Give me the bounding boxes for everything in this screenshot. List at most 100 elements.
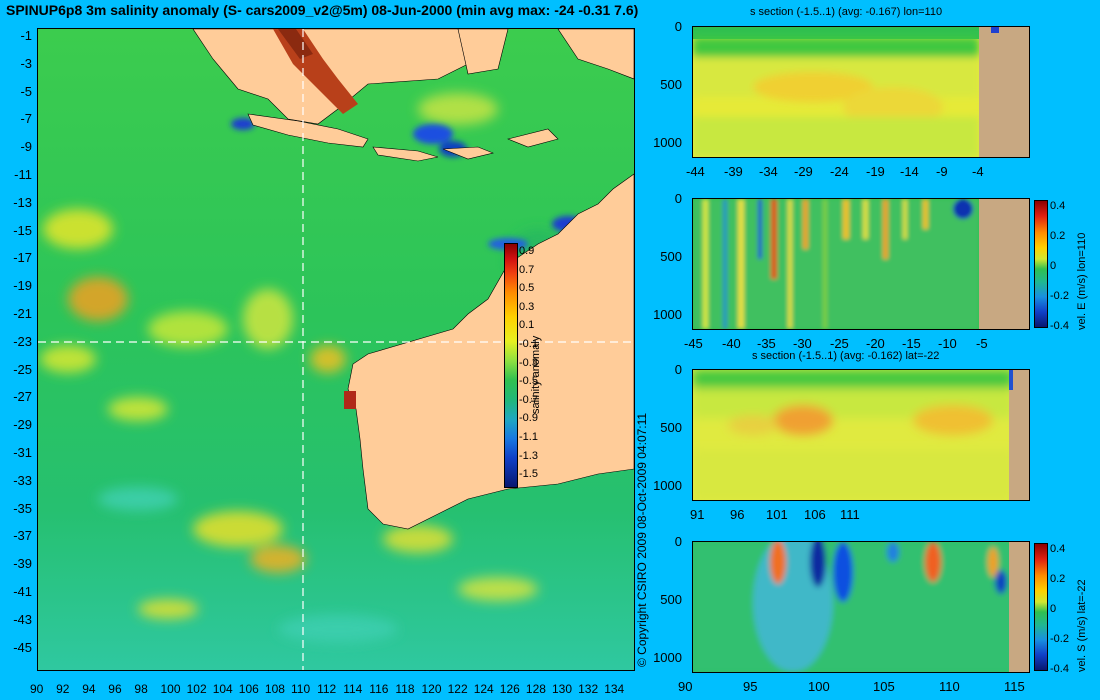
panel-1-title: s section (-1.5..1) (avg: -0.167) lon=11… <box>750 6 943 18</box>
lat-tick-label: -29 <box>13 417 32 433</box>
salinity-colorbar <box>504 243 518 488</box>
panel-x-tick-label: -4 <box>972 164 984 179</box>
salinity-colorbar-tick: -1.5 <box>519 468 538 481</box>
panel-y-tick-label: 1000 <box>653 307 682 322</box>
panel-y-tick-label: 1000 <box>653 478 682 493</box>
lon-tick-label: 98 <box>134 682 148 696</box>
panel-x-tick-label: -5 <box>976 336 988 351</box>
panel-y-tick-label: 1000 <box>653 135 682 150</box>
vel-s-colorbar <box>1034 543 1048 671</box>
panel-colorbar-tick: 0.4 <box>1050 200 1066 212</box>
panel-x-tick-label: 100 <box>808 679 830 694</box>
salinity-colorbar-label: salinity anomaly <box>530 335 542 414</box>
lat-tick-label: -23 <box>13 333 32 349</box>
lat-tick-label: -37 <box>13 528 32 544</box>
lon-tick-label: 130 <box>552 682 573 696</box>
panel-colorbar-tick: -0.2 <box>1050 633 1069 645</box>
lon-tick-label: 122 <box>447 682 468 696</box>
panel-colorbar-tick: 0.4 <box>1050 543 1066 555</box>
panel-colorbar-tick: -0.4 <box>1050 663 1069 675</box>
panel-x-tick-label: -19 <box>866 164 885 179</box>
panel-y-tick-label: 0 <box>674 19 682 34</box>
lon-tick-label: 96 <box>108 682 122 696</box>
lon-tick-label: 118 <box>395 682 415 696</box>
lon-tick-label: 132 <box>578 682 599 696</box>
lat-tick-label: -25 <box>13 361 32 377</box>
panel-colorbar-tick: 0.2 <box>1050 230 1066 242</box>
panel-y-tick-label: 1000 <box>653 650 682 665</box>
panel-x-tick-label: -20 <box>866 336 885 351</box>
lon-tick-label: 100 <box>160 682 181 696</box>
panel-y-tick-label: 0 <box>674 191 682 206</box>
lon-tick-label: 126 <box>499 682 520 696</box>
lat-tick-label: -33 <box>13 472 32 488</box>
panel-x-tick-label: -9 <box>936 164 948 179</box>
salinity-map[interactable]: 0.9 0.7 0.5 0.3 0.1 -0.1 -0.3 -0.5 -0.7 -0.9 -1.1 -… <box>37 28 635 671</box>
salinity-colorbar-tick: 0.5 <box>519 282 535 295</box>
section-panel-3[interactable] <box>692 369 1030 501</box>
panel-y-tick-label: 0 <box>674 362 682 377</box>
lon-tick-label: 124 <box>473 682 494 696</box>
panel-y-tick-label: 0 <box>674 534 682 549</box>
lon-tick-label: 114 <box>343 682 363 696</box>
panel-x-tick-label: 91 <box>690 507 705 522</box>
panel-colorbar-tick: 0 <box>1050 260 1057 272</box>
vel-e-colorbar <box>1034 200 1048 328</box>
panel-3-title: s section (-1.5..1) (avg: -0.162) lat=-2… <box>752 350 940 362</box>
section-panel-1-canvas <box>693 27 1029 157</box>
lon-tick-label: 94 <box>82 682 96 696</box>
salinity-colorbar-tick: -0.7 <box>519 393 538 406</box>
lon-tick-label: 92 <box>56 682 70 696</box>
lat-tick-label: -15 <box>13 222 32 238</box>
salinity-colorbar-tick: -0.3 <box>519 356 538 369</box>
lat-tick-label: -19 <box>13 278 32 294</box>
lon-tick-label: 102 <box>186 682 207 696</box>
panel-colorbar-tick: 0 <box>1050 603 1057 615</box>
section-panel-2[interactable] <box>692 198 1030 330</box>
lat-tick-label: -35 <box>13 500 32 516</box>
panel-x-tick-label: 106 <box>804 507 826 522</box>
panel-x-tick-label: 115 <box>1004 679 1025 694</box>
section-panel-4[interactable] <box>692 541 1030 673</box>
vel-s-colorbar-label: vel. S (m/s) lat=-22 <box>1076 579 1088 672</box>
section-panel-1[interactable] <box>692 26 1030 158</box>
lon-tick-label: 104 <box>212 682 233 696</box>
panel-x-tick-label: -14 <box>900 164 919 179</box>
salinity-colorbar-tick: 0.3 <box>519 300 535 313</box>
lon-tick-label: 90 <box>30 682 44 696</box>
lat-tick-label: -5 <box>20 83 32 99</box>
salinity-colorbar-tick: -0.9 <box>519 412 538 425</box>
panel-x-tick-label: -10 <box>938 336 957 351</box>
lat-tick-label: -13 <box>13 194 32 210</box>
lat-tick-label: -27 <box>13 389 32 405</box>
panel-x-tick-label: -29 <box>794 164 813 179</box>
salinity-colorbar-tick: -0.5 <box>519 375 538 388</box>
panel-y-tick-label: 500 <box>660 592 682 607</box>
page-title: SPINUP6p8 3m salinity anomaly (S- cars20… <box>6 2 639 18</box>
panel-x-tick-label: -24 <box>830 164 849 179</box>
panel-x-tick-label: 111 <box>840 507 860 522</box>
panel-y-tick-label: 500 <box>660 249 682 264</box>
lon-tick-label: 110 <box>291 682 311 696</box>
lon-tick-label: 134 <box>604 682 625 696</box>
vel-e-colorbar-label: vel. E (m/s) lon=110 <box>1076 232 1088 330</box>
panel-y-tick-label: 500 <box>660 420 682 435</box>
salinity-colorbar-tick: -1.1 <box>519 431 538 443</box>
panel-x-tick-label: 95 <box>743 679 758 694</box>
lat-tick-label: -3 <box>20 55 32 71</box>
lat-tick-label: -41 <box>13 584 32 599</box>
salinity-colorbar-tick: 0.7 <box>519 263 535 276</box>
salinity-colorbar-tick: -1.3 <box>519 449 538 462</box>
panel-x-tick-label: 105 <box>873 679 895 694</box>
panel-colorbar-tick: 0.2 <box>1050 573 1066 585</box>
section-panel-4-canvas <box>693 542 1029 672</box>
lon-tick-label: 128 <box>525 682 546 696</box>
salinity-colorbar-tick: -0.1 <box>519 338 538 350</box>
lat-tick-label: -9 <box>20 139 32 155</box>
lat-tick-label: -21 <box>13 306 32 321</box>
lon-tick-label: 106 <box>238 682 259 696</box>
lat-tick-label: -45 <box>13 639 32 655</box>
panel-x-tick-label: -25 <box>830 336 849 351</box>
copyright-text: © Copyright CSIRO 2009 08-Oct-2009 04:07… <box>635 412 649 667</box>
panel-colorbar-tick: -0.2 <box>1050 290 1069 302</box>
